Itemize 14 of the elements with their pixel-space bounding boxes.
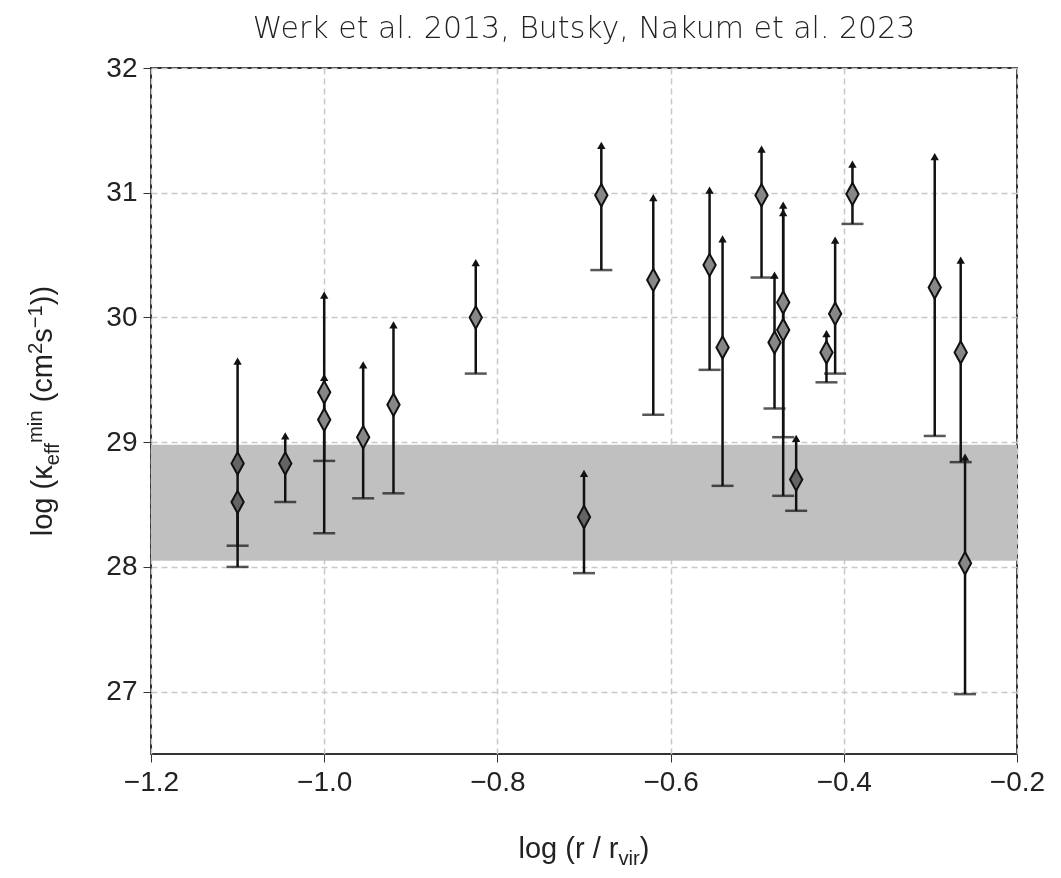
x-axis-title: log (r / r$_{vir}$) (517, 832, 651, 870)
y-tick-label: 31 (106, 176, 138, 208)
y-tick-label: 28 (106, 550, 138, 582)
y-tick-label: 32 (106, 51, 138, 83)
x-tick-label: −1.2 (123, 765, 180, 797)
y-tick-label: 29 (106, 425, 138, 457)
x-tick-label: −0.6 (643, 765, 699, 797)
x-tick-label: −0.4 (816, 765, 872, 797)
x-tick-label: −1.0 (297, 765, 353, 797)
y-tick-label: 27 (106, 675, 138, 707)
x-tick-label: −0.2 (989, 765, 1046, 797)
y-tick-label: 30 (106, 300, 138, 332)
chart-title: Werk et al. 2013, Butsky, Nakum et al. 2023 (251, 10, 917, 45)
x-tick-label: −0.8 (470, 765, 526, 797)
